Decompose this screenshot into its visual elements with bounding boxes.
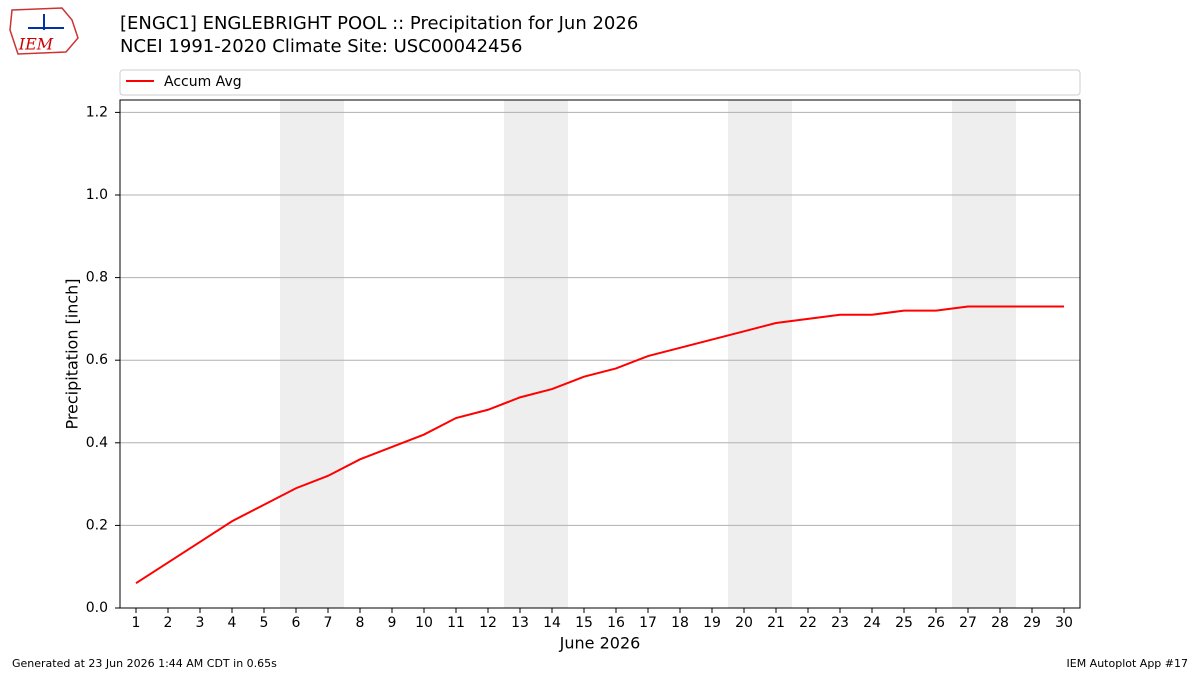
x-tick-label: 30 (1055, 615, 1073, 631)
x-tick-label: 12 (479, 615, 497, 631)
logo (9, 7, 79, 55)
logo-text: IEM (18, 35, 54, 54)
x-tick-label: 13 (511, 615, 529, 631)
x-tick-label: 26 (927, 615, 945, 631)
chart-subtitle: NCEI 1991-2020 Climate Site: USC00042456 (120, 36, 522, 57)
x-tick-label: 2 (164, 615, 173, 631)
x-tick-label: 6 (292, 615, 301, 631)
x-axis-label: June 2026 (559, 634, 641, 653)
x-tick-label: 25 (895, 615, 913, 631)
x-tick-label: 5 (260, 615, 269, 631)
x-tick-label: 23 (831, 615, 849, 631)
weekend-shade (728, 100, 792, 608)
x-tick-label: 3 (196, 615, 205, 631)
y-tick-label: 0.6 (86, 352, 108, 368)
y-tick-label: 0.2 (86, 517, 108, 533)
x-tick-label: 8 (356, 615, 365, 631)
x-tick-label: 11 (447, 615, 465, 631)
x-tick-label: 16 (607, 615, 625, 631)
x-tick-label: 18 (671, 615, 689, 631)
x-tick-label: 20 (735, 615, 753, 631)
y-tick-label: 0.4 (86, 435, 108, 451)
chart-title: [ENGC1] ENGLEBRIGHT POOL :: Precipitatio… (120, 13, 638, 34)
legend-box (119, 69, 1081, 96)
footer-left: Generated at 23 Jun 2026 1:44 AM CDT in … (12, 657, 277, 670)
x-tick-label: 15 (575, 615, 593, 631)
x-tick-label: 10 (415, 615, 433, 631)
x-tick-label: 9 (388, 615, 397, 631)
weekend-shade (952, 100, 1016, 608)
weekend-shade (280, 100, 344, 608)
y-tick-label: 0.0 (86, 600, 108, 616)
x-tick-label: 4 (228, 615, 237, 631)
x-tick-label: 24 (863, 615, 881, 631)
x-tick-label: 22 (799, 615, 817, 631)
x-tick-label: 27 (959, 615, 977, 631)
x-tick-label: 19 (703, 615, 721, 631)
legend-label: Accum Avg (164, 74, 242, 90)
plot-frame (119, 99, 1081, 609)
x-tick-label: 29 (1023, 615, 1041, 631)
y-tick-label: 0.8 (86, 270, 108, 286)
data-line (135, 305, 1064, 585)
x-tick-label: 17 (639, 615, 657, 631)
x-tick-label: 14 (543, 615, 561, 631)
footer-right: IEM Autoplot App #17 (1067, 657, 1189, 670)
y-tick-label: 1.2 (86, 104, 108, 120)
x-tick-label: 21 (767, 615, 785, 631)
weekend-shade (504, 100, 568, 608)
x-tick-label: 28 (991, 615, 1009, 631)
x-tick-label: 1 (132, 615, 141, 631)
y-axis-label: Precipitation [inch] (63, 278, 82, 429)
y-tick-label: 1.0 (86, 187, 108, 203)
x-tick-label: 7 (324, 615, 333, 631)
